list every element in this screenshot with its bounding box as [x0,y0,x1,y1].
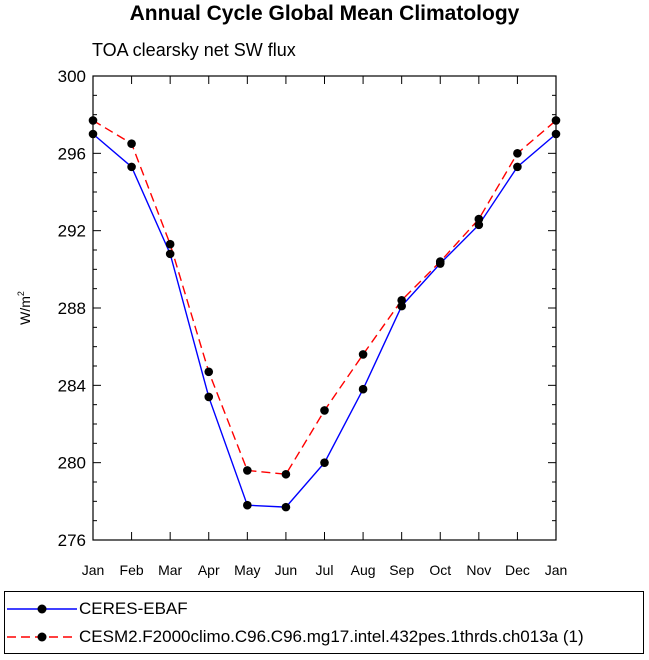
y-axis-label-superscript: 2 [16,291,26,296]
data-point-s0 [551,129,561,139]
data-point-s0 [358,384,368,394]
data-point-s1 [127,139,136,148]
legend-label-cesm: CESM2.F2000climo.C96.C96.mg17.intel.432p… [79,627,584,646]
series-line-0 [92,133,557,508]
plot-frame [92,75,557,541]
data-point-s1 [204,367,214,377]
data-point-s0 [281,502,291,512]
line-chart: 276 280 284 288 292 296 300 Jan Feb Mar Apr May Jun J… [16,67,568,578]
x-tick-label: Dec [505,562,530,578]
data-point-s0 [513,162,522,172]
x-tick-label: Sep [389,562,414,578]
x-tick-label: Oct [429,562,451,578]
data-point-s1 [551,116,561,125]
x-tick-label: Apr [198,562,220,578]
x-tick-label: May [234,562,260,578]
y-axis-label: W/m2 [16,291,33,325]
legend-item-cesm: CESM2.F2000climo.C96.C96.mg17.intel.432p… [5,624,643,650]
x-tick-label: Feb [120,562,144,578]
data-point-s1 [474,214,484,224]
data-point-s0 [204,392,214,402]
data-point-s0 [243,500,252,510]
data-point-s1 [243,466,252,475]
data-point-s1 [397,295,406,305]
y-tick-label: 280 [58,454,86,473]
data-point-s1 [358,350,368,359]
y-tick-label: 300 [58,67,86,86]
data-point-s0 [320,458,329,467]
y-tick-label: 288 [58,299,86,318]
x-tick-label: Aug [351,562,376,578]
x-tick-label: Jun [275,562,298,578]
data-point-s1 [165,239,175,249]
x-tick-label: Jul [316,562,334,578]
chart-title: Annual Cycle Global Mean Climatology [129,2,520,25]
data-point-s1 [88,116,98,125]
x-tick-label: Jan [545,562,568,578]
y-tick-label: 284 [58,376,86,395]
data-point-s1 [435,257,445,266]
chart-subtitle: TOA clearsky net SW flux [92,40,296,60]
data-point-s1 [281,469,291,479]
x-tick-label: Mar [158,562,182,578]
legend: CERES-EBAF CESM2.F2000climo.C96.C96.mg17… [4,591,644,654]
y-tick-label: 276 [58,531,86,550]
y-tick-label: 296 [58,144,86,163]
data-point-s0 [127,162,136,172]
y-tick-label: 292 [58,222,86,241]
legend-swatch-dashed [7,632,77,642]
legend-item-ceres: CERES-EBAF [5,596,643,622]
series-line-1 [92,119,557,476]
data-point-s1 [513,149,522,158]
data-point-s0 [88,129,98,139]
data-point-s1 [320,406,329,415]
legend-label-ceres: CERES-EBAF [79,599,188,618]
data-point-s0 [165,249,175,259]
legend-swatch-solid [7,604,77,614]
x-tick-label: Jan [82,562,105,578]
x-tick-label: Nov [466,562,491,578]
